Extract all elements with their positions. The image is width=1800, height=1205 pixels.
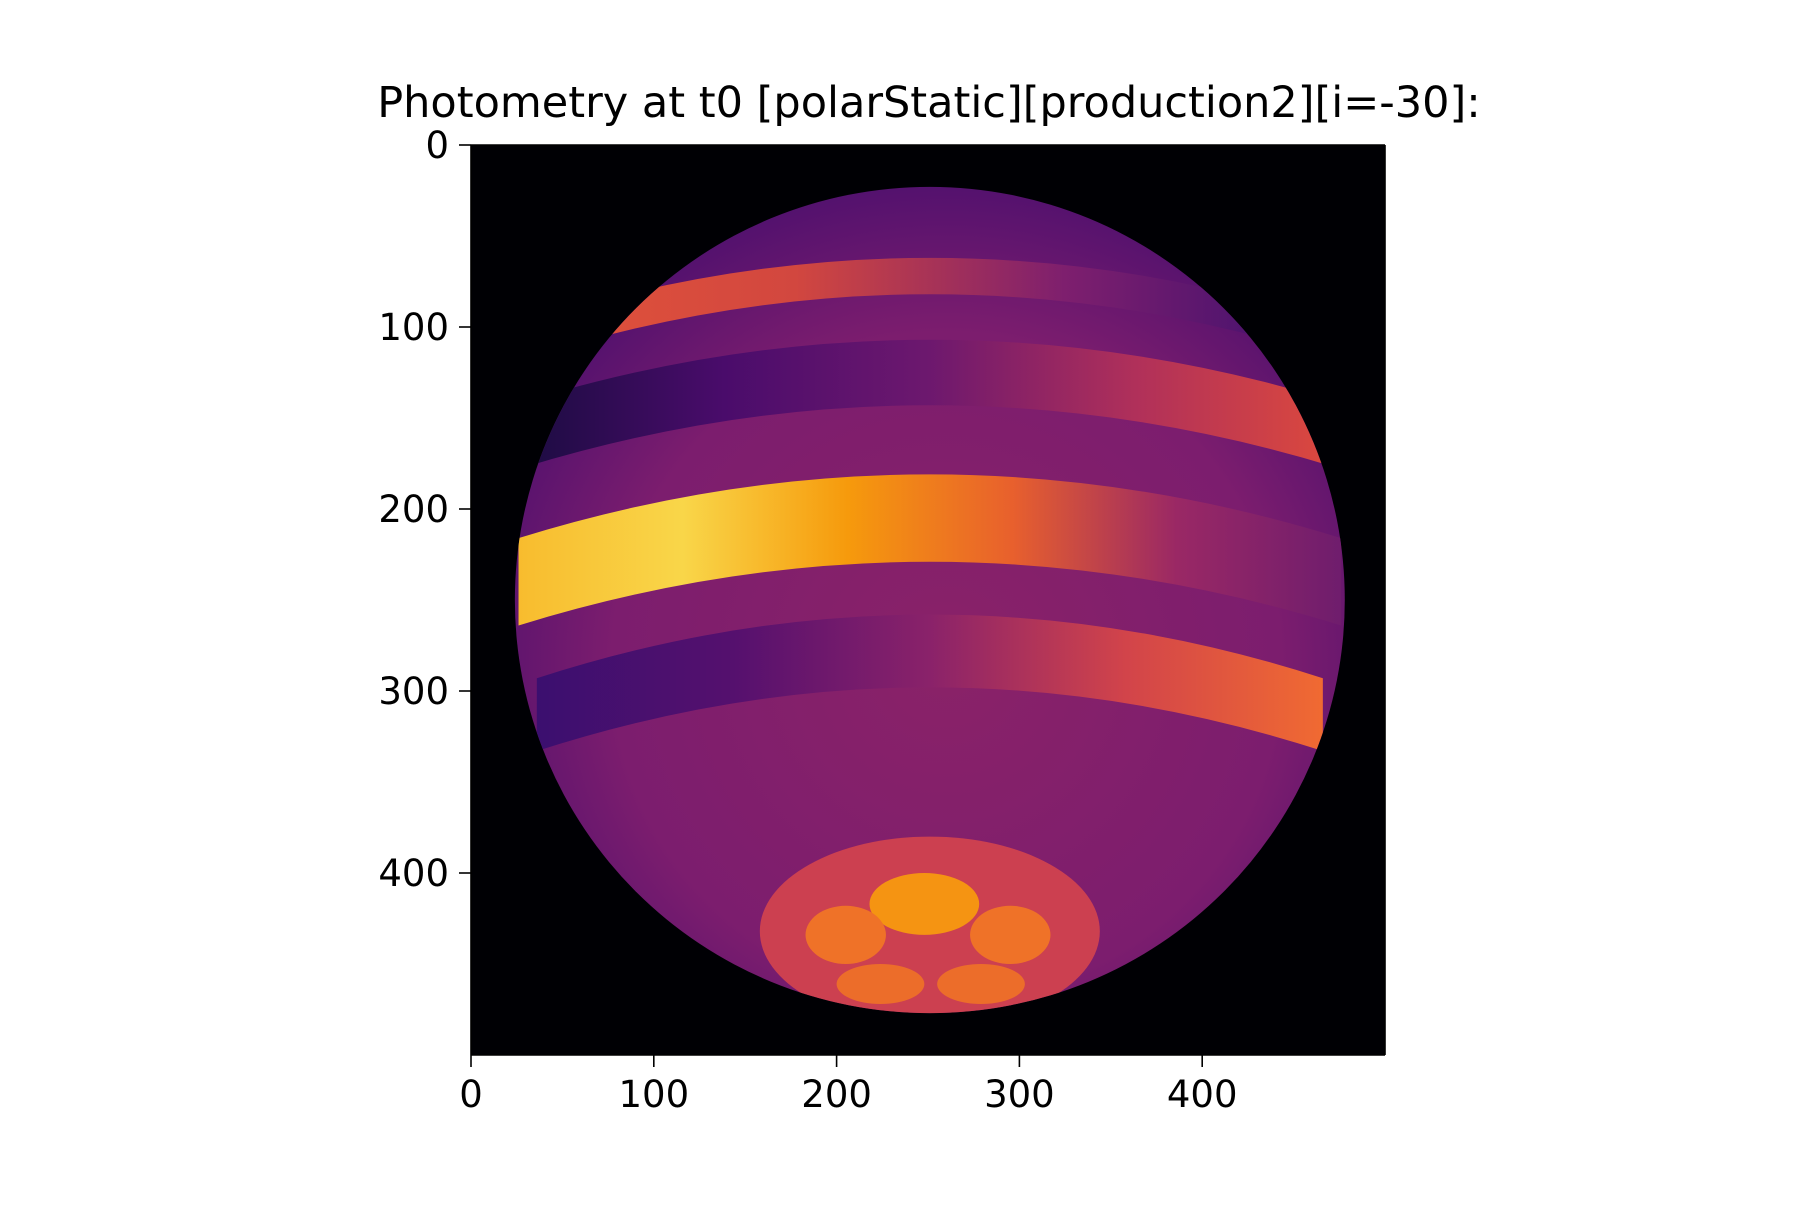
x-tick-label: 0 [459, 1073, 483, 1116]
band-upper-narrow [527, 257, 1332, 358]
band-lower-dark [536, 614, 1323, 752]
axes: 0 100 200 300 400 0 100 200 300 400 [378, 124, 1386, 1116]
y-tick-label: 100 [378, 306, 449, 349]
polar-spot-1 [869, 873, 980, 935]
polar-spot-4 [836, 964, 925, 1005]
y-tick-label: 400 [378, 852, 449, 895]
x-tick-label: 100 [618, 1073, 689, 1116]
polar-spot-2 [805, 905, 886, 964]
x-tick-label: 300 [984, 1073, 1055, 1116]
band-bright [518, 474, 1342, 626]
y-tick-label: 0 [425, 124, 449, 167]
x-tick-label: 200 [801, 1073, 872, 1116]
y-tick-label: 300 [378, 670, 449, 713]
polar-spot-3 [970, 905, 1051, 964]
band-upper-dark [518, 339, 1342, 469]
plot-area [471, 145, 1385, 1055]
y-tick-label: 200 [378, 488, 449, 531]
x-tick-label: 400 [1167, 1073, 1238, 1116]
disk-features [518, 257, 1342, 1014]
polar-spot-5 [937, 964, 1025, 1005]
chart-title: Photometry at t0 [polarStatic][productio… [377, 78, 1481, 128]
